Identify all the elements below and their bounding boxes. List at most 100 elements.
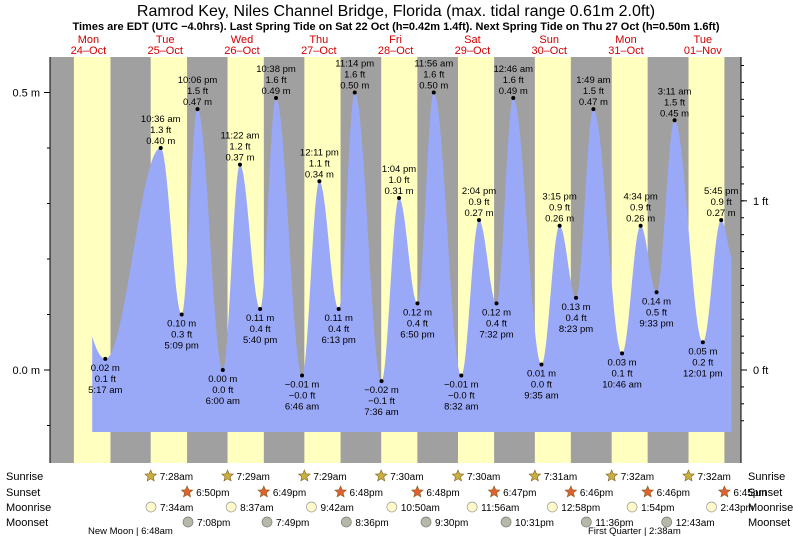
tide-high-m: 0.27 m [707,208,736,219]
tide-high-time: 5:45 pm [704,186,738,197]
astro-table: Sunrise Sunrise Sunset Sunset Moonrise Moonri… [6,469,793,537]
sunrise-time: 7:30am [390,472,423,483]
sunset-icon [334,485,348,498]
sunrise-icon [528,469,542,482]
row-label-right: Moonset [748,517,790,529]
moon-phase-new: New Moon | 6:48am [88,526,173,537]
sunset-icon [410,485,424,498]
tide-low-time: 7:36 am [364,407,398,418]
sunrise-time: 7:32am [698,472,731,483]
sunset-icon [487,485,501,498]
moonset-icon [261,516,273,528]
sunset-icon [641,485,655,498]
tide-high-ft: 1.3 ft [150,125,171,136]
tide-area [92,92,732,432]
tide-low-m: 0.14 m [642,296,671,307]
tide-high-m: 0.27 m [464,208,493,219]
moonrise-time: 9:42am [320,503,353,514]
sunrise-icon [605,469,619,482]
day-date: 30–Oct [531,45,566,57]
tide-high-m: 0.45 m [660,108,689,119]
day-name: Wed [231,34,253,46]
tide-low-m: −0.01 m [285,380,320,391]
tide-high-time: 3:11 am [658,86,692,97]
day-date: 25–Oct [147,45,182,57]
tide-extreme-marker [511,96,516,101]
tide-extreme-marker [379,379,384,384]
tide-low-m: 0.11 m [246,313,274,324]
tide-low-m: 0.10 m [167,319,196,330]
row-label-right: Sunrise [748,471,785,483]
tide-extreme-marker [459,373,464,378]
tide-low-m: 0.13 m [562,302,591,313]
tide-extreme-marker [237,162,242,167]
tide-low-m: 0.11 m [325,313,353,324]
tide-high-time: 10:06 pm [178,75,218,86]
tide-low-ft: 0.4 ft [565,313,586,324]
tide-low-ft: −0.0 ft [289,391,316,402]
tide-low-ft: 0.0 ft [531,379,552,390]
tide-high-time: 3:15 pm [542,192,576,203]
sunset-time: 6:46pm [580,488,613,499]
tide-low-m: 0.00 m [208,374,237,385]
tide-high-ft: 1.6 ft [265,75,286,86]
sunrise-time: 7:29am [237,472,270,483]
tide-high-m: 0.37 m [225,153,254,164]
sunset-time: 6:49pm [273,488,306,499]
tide-high-time: 12:46 am [493,64,533,75]
sunset-icon [180,485,194,498]
tide-low-m: 0.03 m [608,357,637,368]
tide-extreme-marker [103,356,108,361]
tide-extreme-marker [195,107,200,112]
tide-low-ft: 0.2 ft [692,357,713,368]
row-label-left: Moonset [6,517,48,529]
moonset-icon [420,516,432,528]
tide-low-ft: 0.4 ft [250,324,271,335]
tide-low-time: 5:17 am [88,385,122,396]
sunset-icon [257,485,271,498]
tide-high-m: 0.49 m [499,86,528,97]
tide-low-time: 12:01 pm [683,368,723,379]
moonset-time: 8:36pm [355,518,388,529]
tide-low-ft: 0.4 ft [407,318,428,329]
moonset-time: 11:36pm [595,518,633,529]
moonrise-time: 8:37am [240,503,273,514]
tide-high-ft: 0.9 ft [630,203,651,214]
tide-high-time: 11:22 am [221,131,260,142]
moonset-time: 9:30pm [435,518,468,529]
moonrise-icon [706,501,717,513]
tide-high-time: 11:56 am [414,59,453,70]
moonset-icon [580,516,592,528]
moonset-icon [340,516,352,528]
sunset-icon [717,485,731,498]
moonrise-time: 7:34am [160,503,193,514]
moonrise-time: 11:56am [481,503,519,514]
tide-low-ft: 0.4 ft [486,318,507,329]
tide-extreme-marker [274,96,279,101]
tide-extreme-marker [317,179,322,184]
tide-high-ft: 0.9 ft [468,197,489,208]
tide-extreme-marker [477,218,482,223]
tide-low-ft: 0.3 ft [171,330,192,341]
moonrise-icon [145,501,157,513]
right-axis-tick-label: 0 ft [753,365,768,377]
tide-low-m: 0.12 m [403,307,432,318]
row-label-left: Moonrise [6,502,51,514]
tide-high-ft: 0.9 ft [711,197,732,208]
tide-high-ft: 1.6 ft [344,70,365,81]
tide-low-time: 5:09 pm [165,341,199,352]
tide-low-time: 8:32 am [444,402,478,413]
tide-low-m: 0.02 m [91,363,120,374]
tide-high-ft: 1.0 ft [388,175,409,186]
tide-high-time: 1:04 pm [382,164,416,175]
row-label-right: Moonrise [748,502,793,514]
tide-low-ft: −0.1 ft [368,396,395,407]
day-date: 27–Oct [301,45,336,57]
sunrise-time: 7:28am [160,472,193,483]
moonset-time: 7:08pm [197,518,230,529]
day-name: Fri [389,34,402,46]
day-date: 26–Oct [224,45,259,57]
sunset-time: 6:45pm [733,488,766,499]
